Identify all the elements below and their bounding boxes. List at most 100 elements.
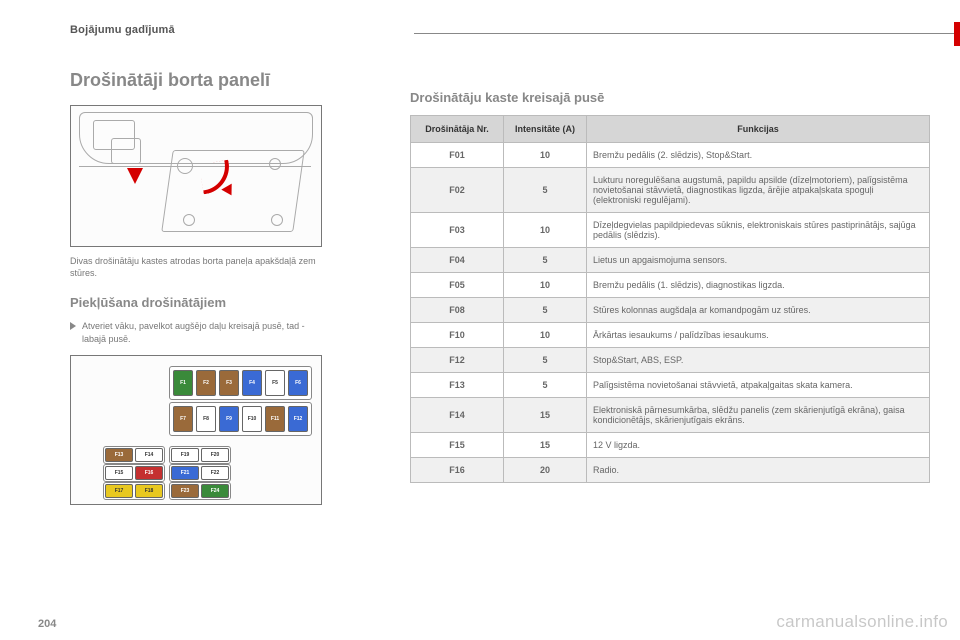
figure1-caption: Divas drošinātāju kastes atrodas borta p…: [70, 255, 320, 279]
col-header-func: Funkcijas: [587, 116, 930, 143]
table-row: F085Stūres kolonnas augšdaļa ar komandpo…: [411, 298, 930, 323]
cell-intensity: 5: [504, 298, 587, 323]
table-row: F1010Ārkārtas iesaukums / palīdzības ies…: [411, 323, 930, 348]
cell-nr: F02: [411, 168, 504, 213]
cell-nr: F03: [411, 213, 504, 248]
col-header-intensity: Intensitāte (A): [504, 116, 587, 143]
cell-nr: F04: [411, 248, 504, 273]
cell-intensity: 15: [504, 398, 587, 433]
table-row: F135Palīgsistēma novietošanai stāvvietā,…: [411, 373, 930, 398]
fuse-slot: F23: [171, 484, 199, 498]
table-row: F0110Bremžu pedālis (2. slēdzis), Stop&S…: [411, 143, 930, 168]
table-row: F151512 V ligzda.: [411, 433, 930, 458]
cell-intensity: 20: [504, 458, 587, 483]
cell-nr: F13: [411, 373, 504, 398]
page-number: 204: [38, 618, 56, 630]
table-row: F0510Bremžu pedālis (1. slēdzis), diagno…: [411, 273, 930, 298]
cell-func: Radio.: [587, 458, 930, 483]
col-header-nr: Drošinātāja Nr.: [411, 116, 504, 143]
figure-dashboard: [70, 105, 322, 247]
cell-func: Ārkārtas iesaukums / palīdzības iesaukum…: [587, 323, 930, 348]
fuse-row: F17F18: [103, 482, 165, 500]
cell-intensity: 10: [504, 273, 587, 298]
cell-intensity: 15: [504, 433, 587, 458]
cell-intensity: 10: [504, 323, 587, 348]
section-header: Bojājumu gadījumā: [70, 24, 175, 36]
fuse-table: Drošinātāja Nr. Intensitāte (A) Funkcija…: [410, 115, 930, 483]
fuse-slot: F8: [196, 406, 216, 432]
left-column: Drošinātāji borta panelī Divas drošinātā…: [70, 70, 370, 513]
bullet-text: Atveriet vāku, pavelkot augšējo daļu kre…: [82, 320, 320, 345]
table-row: F125Stop&Start, ABS, ESP.: [411, 348, 930, 373]
fuse-row: F7F8F9F10F11F12: [169, 402, 312, 436]
fuse-slot: F17: [105, 484, 133, 498]
cell-func: Elektroniskā pārnesumkārba, slēdžu panel…: [587, 398, 930, 433]
cell-func: Stūres kolonnas augšdaļa ar komandpogām …: [587, 298, 930, 323]
fuse-slot: F12: [288, 406, 308, 432]
fuse-slot: F18: [135, 484, 163, 498]
table-row: F025Lukturu noregulēšana augstumā, papil…: [411, 168, 930, 213]
cell-func: Bremžu pedālis (1. slēdzis), diagnostika…: [587, 273, 930, 298]
table-row: F045Lietus un apgaismojuma sensors.: [411, 248, 930, 273]
fuse-slot: F20: [201, 448, 229, 462]
fuse-slot: F9: [219, 406, 239, 432]
bullet-item: Atveriet vāku, pavelkot augšējo daļu kre…: [70, 320, 320, 345]
fuse-row: F19F20: [169, 446, 231, 464]
cell-intensity: 5: [504, 248, 587, 273]
fuse-slot: F24: [201, 484, 229, 498]
fuse-row: F21F22: [169, 464, 231, 482]
figure-fusebox: F1F2F3F4F5F6F7F8F9F10F11F12F13F14F15F16F…: [70, 355, 322, 505]
table-heading: Drošinātāju kaste kreisajā pusē: [410, 90, 930, 105]
cell-intensity: 10: [504, 143, 587, 168]
cell-nr: F10: [411, 323, 504, 348]
fuse-row: F15F16: [103, 464, 165, 482]
fuse-slot: F3: [219, 370, 239, 396]
cell-func: Lukturu noregulēšana augstumā, papildu a…: [587, 168, 930, 213]
fuse-slot: F16: [135, 466, 163, 480]
cell-intensity: 5: [504, 168, 587, 213]
fuse-slot: F21: [171, 466, 199, 480]
fuse-slot: F13: [105, 448, 133, 462]
fuse-slot: F10: [242, 406, 262, 432]
fuse-slot: F2: [196, 370, 216, 396]
cell-nr: F14: [411, 398, 504, 433]
fuse-slot: F22: [201, 466, 229, 480]
fuse-slot: F1: [173, 370, 193, 396]
cell-nr: F05: [411, 273, 504, 298]
table-row: F0310Dīzeļdegvielas papildpiedevas sūkni…: [411, 213, 930, 248]
cell-nr: F01: [411, 143, 504, 168]
cell-intensity: 10: [504, 213, 587, 248]
fuse-row: F1F2F3F4F5F6: [169, 366, 312, 400]
right-column: Drošinātāju kaste kreisajā pusē Drošināt…: [410, 90, 930, 483]
fuse-slot: F4: [242, 370, 262, 396]
cell-func: Bremžu pedālis (2. slēdzis), Stop&Start.: [587, 143, 930, 168]
fuse-slot: F19: [171, 448, 199, 462]
access-subtitle: Piekļūšana drošinātājiem: [70, 295, 370, 310]
fuse-slot: F15: [105, 466, 133, 480]
fuse-slot: F11: [265, 406, 285, 432]
watermark: carmanualsonline.info: [776, 612, 948, 632]
cell-func: Lietus un apgaismojuma sensors.: [587, 248, 930, 273]
page-title: Drošinātāji borta panelī: [70, 70, 370, 91]
cell-intensity: 5: [504, 373, 587, 398]
cell-nr: F16: [411, 458, 504, 483]
fuse-row: F13F14: [103, 446, 165, 464]
bullet-icon: [70, 322, 76, 330]
cell-intensity: 5: [504, 348, 587, 373]
fuse-slot: F6: [288, 370, 308, 396]
header-rule: [414, 33, 954, 34]
cell-func: Dīzeļdegvielas papildpiedevas sūknis, el…: [587, 213, 930, 248]
cell-func: 12 V ligzda.: [587, 433, 930, 458]
table-row: F1620Radio.: [411, 458, 930, 483]
cell-nr: F15: [411, 433, 504, 458]
fuse-row: F23F24: [169, 482, 231, 500]
cell-func: Palīgsistēma novietošanai stāvvietā, atp…: [587, 373, 930, 398]
table-row: F1415Elektroniskā pārnesumkārba, slēdžu …: [411, 398, 930, 433]
cell-func: Stop&Start, ABS, ESP.: [587, 348, 930, 373]
accent-stripe: [954, 22, 960, 46]
fuse-slot: F7: [173, 406, 193, 432]
fuse-slot: F14: [135, 448, 163, 462]
cell-nr: F08: [411, 298, 504, 323]
fuse-slot: F5: [265, 370, 285, 396]
cell-nr: F12: [411, 348, 504, 373]
